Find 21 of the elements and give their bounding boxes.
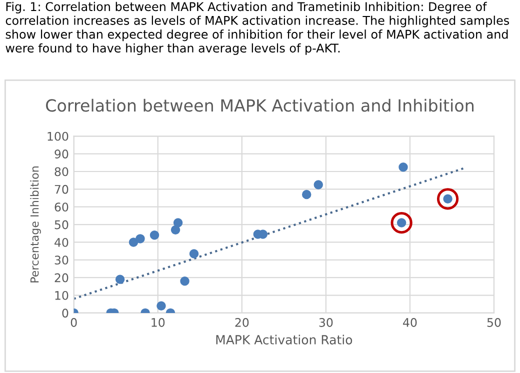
y-tick-label: 50	[54, 220, 68, 230]
y-tick-label: 0	[62, 308, 68, 318]
y-tick-label: 20	[54, 273, 68, 282]
x-axis-title: MAPK Activation Ratio	[216, 334, 352, 344]
x-tick-label: 40	[403, 318, 417, 327]
x-tick-label: 10	[152, 318, 165, 327]
y-tick-label: 70	[54, 184, 68, 194]
y-tick-label: 100	[48, 132, 68, 141]
y-axis-title: Percentage Inhibition	[30, 166, 41, 282]
y-tick-label: 30	[54, 256, 68, 265]
x-tick-label: 20	[235, 318, 249, 327]
x-tick-label: 30	[319, 318, 333, 327]
y-tick-label: 80	[54, 167, 68, 176]
chart-title: Correlation between MAPK Activation and Inhibition	[46, 98, 474, 112]
x-tick-label: 0	[70, 318, 77, 327]
y-tick-label: 90	[54, 150, 68, 158]
x-tick-label: 50	[487, 318, 501, 327]
y-tick-label: 60	[54, 202, 68, 212]
y-tick-label: 40	[54, 238, 68, 247]
caption: Fig. 1: Correlation between MAPK Activation and Trametinib Inhibition: Degree of correlation increases as levels of MAPK activation increase. The highlighted samples show lower than expected degree of inhibition for their level of MAPK activation and were found to have higher than average levels of p-AKT.	[6, 2, 510, 55]
y-tick-label: 10	[55, 290, 68, 300]
